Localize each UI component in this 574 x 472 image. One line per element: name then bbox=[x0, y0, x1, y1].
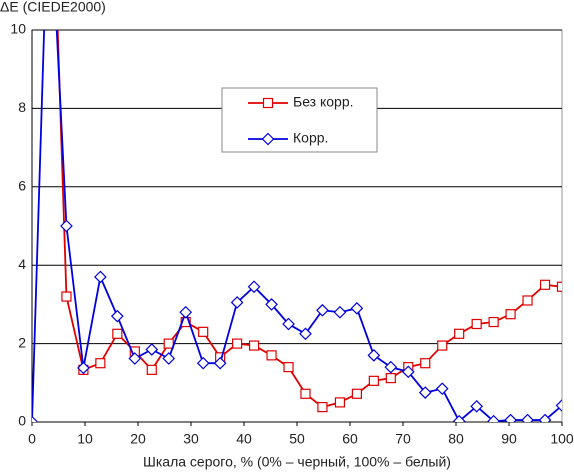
marker bbox=[146, 364, 157, 375]
marker bbox=[77, 361, 90, 375]
marker bbox=[368, 375, 379, 386]
x-tick-label: 80 bbox=[448, 431, 464, 447]
plot-layer bbox=[32, 30, 562, 422]
marker bbox=[162, 352, 176, 365]
marker bbox=[163, 338, 174, 349]
marker bbox=[230, 296, 244, 309]
marker bbox=[247, 280, 261, 294]
marker bbox=[538, 413, 552, 422]
marker bbox=[488, 316, 499, 328]
x-tick-label: 20 bbox=[130, 431, 146, 447]
marker bbox=[262, 97, 274, 109]
marker bbox=[32, 415, 39, 422]
x-tick-label: 0 bbox=[28, 431, 36, 447]
marker bbox=[282, 317, 295, 331]
marker bbox=[367, 349, 381, 362]
marker bbox=[555, 399, 562, 412]
marker bbox=[110, 309, 124, 323]
marker bbox=[232, 338, 243, 349]
x-tick-label: 30 bbox=[183, 431, 199, 447]
marker bbox=[385, 372, 396, 384]
legend: Без корр. Корр. bbox=[221, 87, 378, 153]
marker bbox=[471, 318, 482, 330]
marker bbox=[145, 343, 159, 356]
marker bbox=[317, 402, 328, 413]
marker bbox=[333, 305, 347, 319]
marker bbox=[95, 358, 106, 369]
x-tick-label: 100 bbox=[550, 431, 574, 447]
marker bbox=[334, 397, 346, 408]
marker bbox=[435, 382, 449, 396]
marker bbox=[179, 305, 193, 319]
x-tick-label: 90 bbox=[501, 431, 517, 447]
x-tick-label: 50 bbox=[289, 431, 305, 447]
x-tick-label: 40 bbox=[236, 431, 252, 447]
marker bbox=[505, 309, 516, 320]
marker bbox=[299, 327, 312, 341]
marker bbox=[470, 399, 484, 413]
marker bbox=[454, 328, 465, 339]
marker bbox=[300, 388, 311, 399]
legend-label: Корр. bbox=[293, 130, 328, 146]
marker bbox=[401, 365, 415, 379]
legend-label: Без корр. bbox=[293, 94, 354, 110]
marker bbox=[437, 340, 448, 351]
x-tick-label: 10 bbox=[77, 431, 93, 447]
y-tick-label: 8 bbox=[18, 99, 26, 115]
marker bbox=[265, 298, 278, 311]
marker bbox=[521, 413, 534, 422]
marker bbox=[556, 281, 562, 292]
marker bbox=[539, 279, 551, 290]
marker bbox=[418, 386, 432, 399]
y-tick-label: 6 bbox=[18, 178, 26, 194]
marker bbox=[198, 326, 209, 337]
y-tick-label: 2 bbox=[18, 334, 26, 350]
y-tick-label: 4 bbox=[18, 256, 26, 272]
legend-box bbox=[221, 87, 378, 153]
x-tick-label: 70 bbox=[395, 431, 411, 447]
marker bbox=[452, 414, 466, 422]
marker bbox=[420, 358, 431, 369]
marker bbox=[61, 291, 72, 302]
y-tick-label: 10 bbox=[10, 21, 26, 37]
marker bbox=[350, 301, 364, 315]
marker bbox=[316, 303, 329, 317]
marker bbox=[128, 352, 142, 365]
x-tick-label: 60 bbox=[342, 431, 358, 447]
marker bbox=[94, 270, 107, 284]
y-tick-label: 0 bbox=[18, 413, 26, 429]
marker bbox=[384, 360, 398, 374]
marker bbox=[60, 219, 73, 233]
x-axis-label: Шкала серого, % (0% – черный, 100% – бел… bbox=[143, 454, 451, 470]
marker bbox=[504, 413, 517, 422]
marker bbox=[261, 132, 275, 146]
marker bbox=[248, 340, 260, 351]
marker bbox=[266, 350, 277, 361]
marker bbox=[213, 356, 227, 370]
marker bbox=[351, 388, 362, 399]
marker bbox=[487, 414, 500, 422]
marker bbox=[196, 356, 210, 370]
marker bbox=[283, 362, 294, 373]
marker bbox=[112, 328, 123, 339]
marker bbox=[522, 295, 533, 306]
chart-title: ΔE (CIEDE2000) bbox=[0, 0, 106, 15]
